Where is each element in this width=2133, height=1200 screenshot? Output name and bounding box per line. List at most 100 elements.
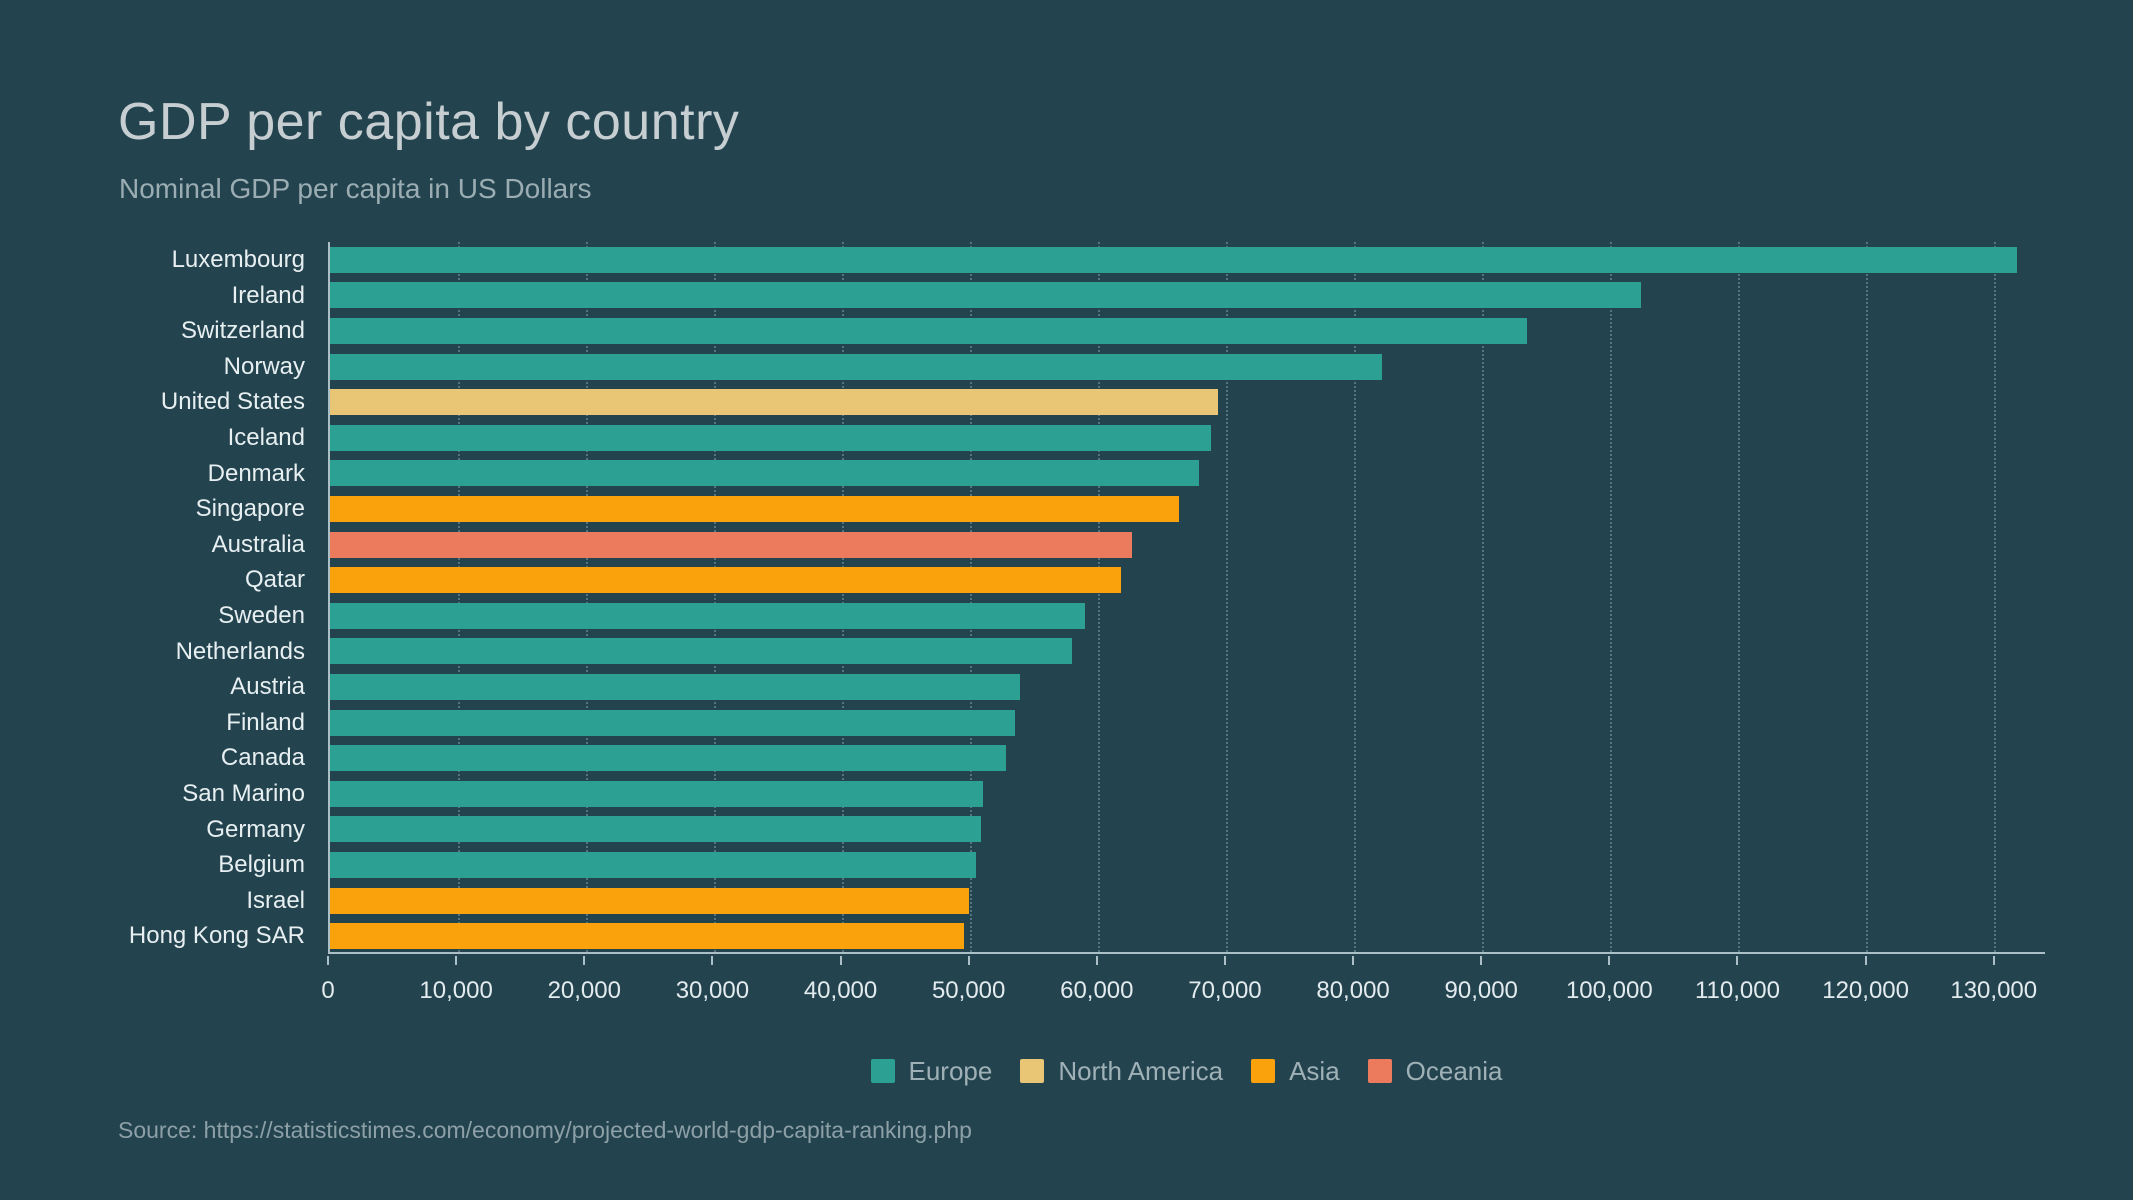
gridline (841, 242, 844, 952)
bar (330, 496, 1179, 522)
category-label: Canada (220, 744, 305, 772)
legend-item: Oceania (1367, 1056, 1503, 1086)
gridline (1737, 242, 1740, 952)
category-label: Germany (206, 815, 305, 843)
legend-item: North America (1020, 1058, 1223, 1084)
legend-swatch-icon (870, 1059, 895, 1083)
legend-label: Europe (908, 1056, 993, 1086)
x-tick-mark (1608, 956, 1611, 965)
gridline (1865, 242, 1868, 952)
bar (330, 531, 1133, 558)
x-tick-label: 80,000 (1316, 977, 1390, 1004)
x-axis-tick-marks (327, 956, 2045, 966)
x-axis-tick-labels: 0 10,000 20,000 30,000 40,000 50,000 60,000 70,… (321, 976, 2045, 1010)
x-tick-mark (1992, 956, 1995, 965)
category-label: Denmark (207, 459, 305, 487)
bar (330, 389, 1219, 416)
legend: Europe North America Asia Oceania (328, 1058, 2045, 1084)
category-label: Austria (230, 673, 305, 701)
category-label: Netherlands (175, 637, 305, 665)
chart-title: GDP per capita by country (118, 93, 740, 151)
bar (330, 424, 1211, 451)
x-tick-mark (1736, 956, 1739, 965)
x-tick-mark (1223, 956, 1226, 965)
x-tick-mark (327, 956, 329, 965)
x-tick-label: 50,000 (931, 977, 1006, 1004)
bar (330, 709, 1015, 736)
x-tick-label: 20,000 (547, 977, 621, 1004)
bars-layer (330, 242, 2045, 952)
gridlines-layer (330, 242, 2045, 952)
legend-label: North America (1058, 1056, 1224, 1086)
category-label: Sweden (218, 602, 305, 629)
gridline (1225, 242, 1228, 952)
x-tick-mark (967, 956, 970, 965)
bar (330, 674, 1020, 700)
gridline (1609, 242, 1612, 952)
x-tick-label: 0 (321, 977, 335, 1004)
gridline (585, 242, 588, 952)
bar (330, 353, 1383, 380)
x-tick-mark (839, 956, 842, 965)
legend-swatch-icon (1367, 1059, 1392, 1083)
category-label: Israel (246, 886, 305, 914)
x-tick-label: 120,000 (1822, 977, 1909, 1004)
legend-item: Asia (1251, 1058, 1340, 1084)
category-label: Luxembourg (171, 246, 305, 273)
gridline (1993, 242, 1996, 952)
legend-item: Europe (870, 1056, 993, 1086)
bar (330, 780, 983, 807)
legend-label: Asia (1289, 1056, 1340, 1086)
category-label: San Marino (182, 780, 305, 807)
bar (330, 638, 1073, 665)
category-label: Belgium (218, 851, 305, 879)
category-label: Switzerland (180, 317, 305, 345)
legend-swatch-icon (1251, 1059, 1276, 1083)
bar (330, 816, 982, 843)
gridline (1097, 242, 1100, 952)
source-note: Source: https://statisticstimes.com/econ… (118, 1117, 972, 1143)
bar (330, 602, 1086, 629)
bar (330, 246, 2017, 273)
gridline (713, 242, 716, 952)
x-tick-label: 110,000 (1694, 977, 1780, 1004)
category-label: Norway (223, 352, 305, 380)
bar (330, 460, 1200, 487)
x-tick-mark (1095, 956, 1098, 965)
x-tick-label: 70,000 (1188, 977, 1262, 1004)
legend-swatch-icon (1020, 1059, 1045, 1083)
x-tick-label: 100,000 (1565, 977, 1653, 1004)
x-tick-mark (583, 956, 586, 965)
x-tick-label: 10,000 (419, 977, 493, 1004)
category-label: Iceland (227, 424, 305, 451)
category-label: Ireland (231, 281, 305, 309)
gridline (1481, 242, 1484, 952)
gridline (969, 242, 972, 952)
chart-subtitle: Nominal GDP per capita in US Dollars (119, 173, 592, 204)
bar (330, 567, 1121, 594)
x-tick-label: 40,000 (803, 977, 878, 1004)
bar (330, 887, 969, 914)
plot-area (328, 242, 2045, 954)
bar (330, 852, 977, 878)
x-tick-mark (1352, 956, 1355, 965)
category-label: Singapore (195, 495, 305, 523)
bar (330, 282, 1641, 309)
category-label: Finland (226, 708, 305, 736)
gridline (457, 242, 460, 952)
category-label: Australia (211, 530, 305, 558)
x-tick-mark (1864, 956, 1867, 965)
category-label: Hong Kong SAR (128, 922, 305, 950)
x-tick-mark (455, 956, 458, 965)
x-tick-mark (1480, 956, 1483, 965)
y-axis-category-labels: Luxembourg Ireland Switzerland Norway United… (0, 242, 305, 954)
category-label: Qatar (244, 566, 305, 594)
x-tick-label: 60,000 (1060, 977, 1134, 1004)
bar (330, 745, 1006, 772)
x-tick-label: 30,000 (675, 977, 750, 1004)
gridline (1353, 242, 1356, 952)
bar (330, 923, 964, 950)
legend-label: Oceania (1405, 1056, 1503, 1086)
x-tick-label: 130,000 (1950, 977, 2038, 1004)
